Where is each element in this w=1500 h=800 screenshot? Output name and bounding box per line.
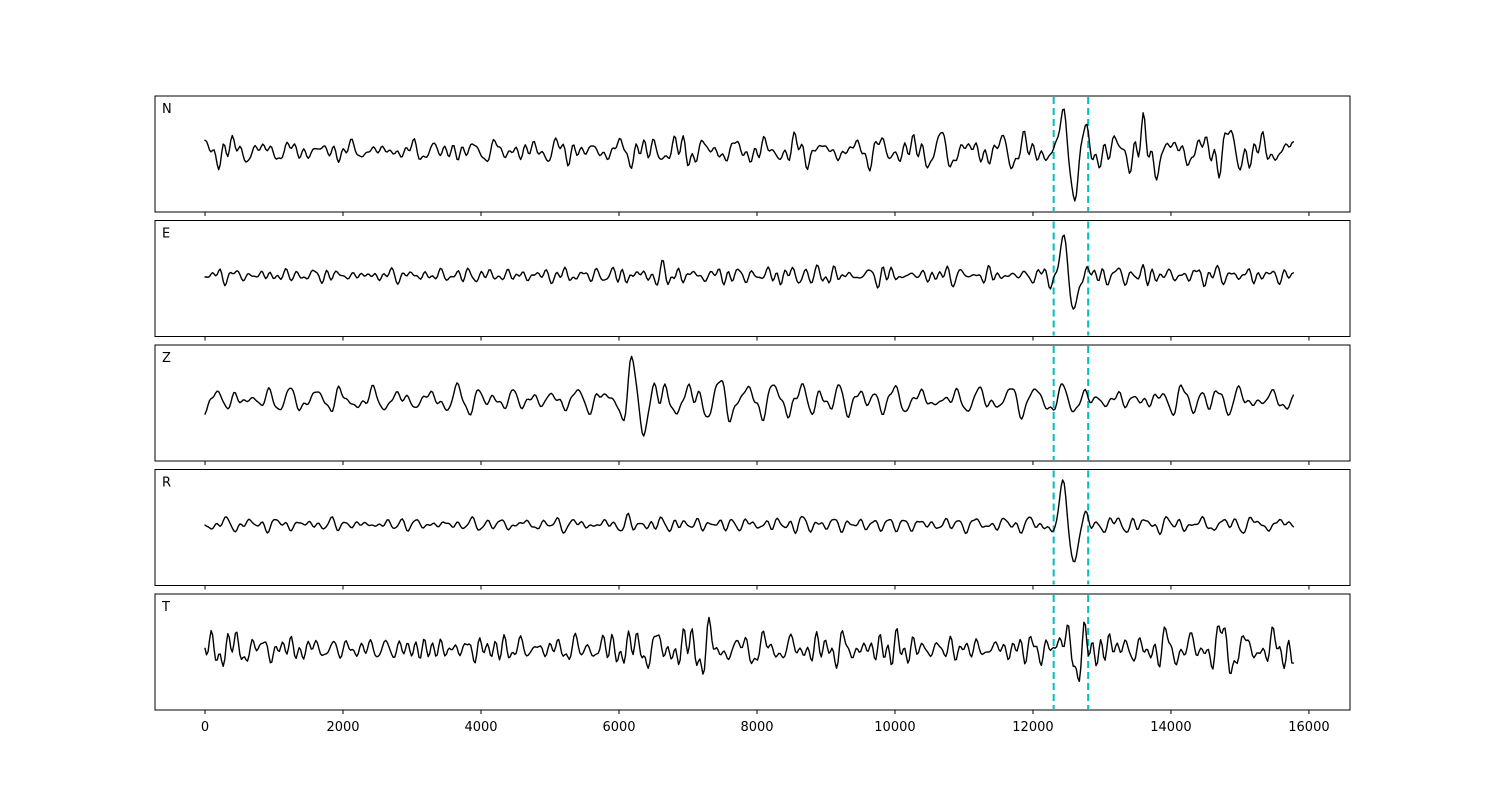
waveform-Z-trace	[204, 355, 1295, 437]
x-tick-label: 6000	[602, 720, 635, 735]
panel-E-axes	[154, 220, 1351, 337]
panel-label-N: N	[162, 102, 172, 117]
x-tick-label: 16000	[1288, 720, 1329, 735]
x-tick-label: 14000	[1150, 720, 1191, 735]
panel-T-axes	[154, 593, 1351, 711]
panel-label-T: T	[161, 600, 170, 615]
x-tick-label: 8000	[740, 720, 773, 735]
panel-R-axes	[154, 469, 1351, 586]
waveform-R-trace	[204, 479, 1295, 563]
x-tick-label: 10000	[874, 720, 915, 735]
waveform-E-trace	[204, 234, 1295, 310]
waveform-T-trace	[204, 616, 1295, 683]
panel-label-Z: Z	[162, 351, 171, 366]
x-tick-label: 4000	[464, 720, 497, 735]
x-tick-label: 0	[201, 720, 209, 735]
x-tick-label: 12000	[1012, 720, 1053, 735]
panel-label-R: R	[162, 476, 171, 491]
waveform-N-trace	[204, 108, 1295, 202]
panel-label-E: E	[162, 227, 170, 242]
x-tick-label: 2000	[326, 720, 359, 735]
